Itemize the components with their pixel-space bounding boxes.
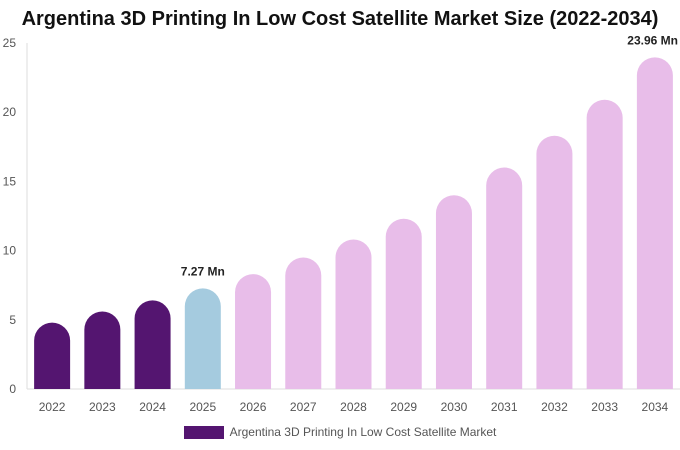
y-tick-label: 15 <box>3 174 17 188</box>
data-label: 7.27 Mn <box>181 264 225 278</box>
bar-series <box>34 57 673 389</box>
legend: Argentina 3D Printing In Low Cost Satell… <box>0 425 680 439</box>
x-tick-label: 2028 <box>340 400 367 414</box>
bar-2027 <box>285 257 322 389</box>
y-tick-label: 0 <box>9 382 16 396</box>
bar-2026 <box>235 274 272 389</box>
x-tick-label: 2022 <box>39 400 66 414</box>
x-tick-label: 2032 <box>541 400 568 414</box>
x-tick-label: 2034 <box>642 400 669 414</box>
legend-label: Argentina 3D Printing In Low Cost Satell… <box>229 425 497 439</box>
x-tick-label: 2031 <box>491 400 518 414</box>
x-tick-label: 2030 <box>441 400 468 414</box>
bar-2023 <box>84 311 121 389</box>
y-tick-label: 20 <box>3 105 17 119</box>
bar-2022 <box>34 322 71 389</box>
bar-2030 <box>435 195 472 389</box>
x-tick-label: 2033 <box>591 400 618 414</box>
y-tick-label: 10 <box>3 244 17 258</box>
bar-2024 <box>134 300 171 389</box>
bar-2029 <box>385 218 422 389</box>
data-label: 23.96 Mn <box>627 33 678 47</box>
x-tick-label: 2024 <box>139 400 166 414</box>
bar-2034 <box>636 57 673 389</box>
chart-title: Argentina 3D Printing In Low Cost Satell… <box>21 8 659 30</box>
x-tick-label: 2023 <box>89 400 116 414</box>
bar-2032 <box>536 135 573 389</box>
x-tick-label: 2027 <box>290 400 317 414</box>
x-axis: 2022 2023 2024 2025 2026 2027 2028 2029 2030 2031… <box>27 388 680 414</box>
y-tick-label: 25 <box>3 36 17 50</box>
bar-2033 <box>586 99 623 389</box>
bar-2028 <box>335 239 372 389</box>
data-labels: 7.27 Mn 23.96 Mn <box>181 33 678 278</box>
y-tick-label: 5 <box>9 313 16 327</box>
x-tick-label: 2029 <box>390 400 417 414</box>
x-tick-label: 2026 <box>240 400 267 414</box>
bar-2025 <box>184 288 221 389</box>
legend-swatch <box>183 425 224 439</box>
x-tick-label: 2025 <box>189 400 216 414</box>
bar-2031 <box>486 167 523 389</box>
y-axis: 0 5 10 15 20 25 <box>3 36 28 396</box>
